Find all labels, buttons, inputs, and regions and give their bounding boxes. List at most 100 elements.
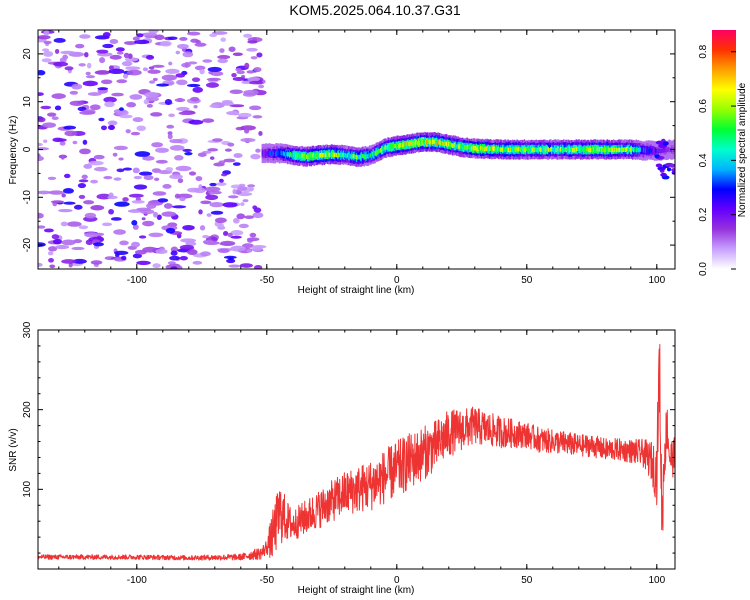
spectrogram-noise-cell xyxy=(77,182,87,189)
spectrogram-noise-cell xyxy=(108,192,114,198)
spectrogram-noise-cell xyxy=(38,225,46,229)
spectrogram-ridge-cell xyxy=(262,150,265,155)
spectrogram-noise-cell xyxy=(38,117,46,123)
spectrogram-ridge-cell xyxy=(556,147,558,152)
spectrogram-ridge-cell xyxy=(446,142,448,147)
spectrogram-ridge-cell xyxy=(418,140,420,146)
spectrogram-noise-cell xyxy=(38,92,44,96)
spectrogram-ridge-cell xyxy=(484,146,487,151)
spectrogram-ridge-cell xyxy=(348,154,350,159)
spectrogram-noise-cell xyxy=(85,71,91,76)
spectrogram-noise-cell xyxy=(59,141,66,146)
spectrogram-noise-cell xyxy=(68,262,73,268)
spectrogram-ridge-cell xyxy=(665,148,668,153)
spectrogram-ridge-cell xyxy=(641,147,644,152)
spectrogram-noise-cell xyxy=(48,246,58,252)
spectrogram-noise-cell xyxy=(111,92,124,97)
spectrogram-noise-cell xyxy=(148,66,155,70)
spectrogram-ridge-cell xyxy=(607,146,609,152)
spectrogram-noise-cell xyxy=(52,238,63,245)
spectrogram-ridge-cell xyxy=(578,146,580,151)
spectrogram-ridge-cell xyxy=(389,144,392,149)
spectrogram-ridge-cell xyxy=(374,151,376,156)
spectrogram-noise-cell xyxy=(136,33,144,38)
spectrogram-noise-cell xyxy=(129,94,143,100)
spectrogram-noise-cell xyxy=(38,242,46,247)
spectrogram-noise-cell xyxy=(90,260,103,265)
spectrogram-ridge-cell xyxy=(585,147,588,153)
spectrogram-ridge-cell xyxy=(650,149,652,154)
spectrogram-y-tick-label: -20 xyxy=(22,237,33,252)
spectrogram-ridge-cell xyxy=(388,144,390,149)
spectrogram-noise-cell xyxy=(119,114,133,119)
spectrogram-ridge-cell xyxy=(278,150,281,156)
spectrogram-ridge-cell xyxy=(303,153,305,159)
spectrogram-ridge-cell xyxy=(334,152,336,157)
spectrogram-noise-cell xyxy=(157,198,169,203)
spectrogram-ridge-cell xyxy=(411,142,414,147)
spectrogram-ridge-cell xyxy=(383,146,386,151)
spectrogram-noise-cell xyxy=(132,224,139,230)
spectrogram-noise-cell xyxy=(132,253,143,259)
spectrogram-noise-cell xyxy=(143,175,154,181)
spectrogram-ridge-cell xyxy=(483,146,486,152)
spectrogram-ridge-cell xyxy=(572,147,575,153)
colorbar-tick-label: 0.0 xyxy=(698,262,709,276)
spectrogram-noise-cell xyxy=(179,196,186,202)
spectrogram-noise-cell xyxy=(144,91,159,98)
spectrogram-noise-cell xyxy=(123,52,130,59)
spectrogram-noise-cell xyxy=(136,207,152,212)
spectrogram-ridge-cell xyxy=(452,143,455,149)
spectrogram-noise-cell xyxy=(200,251,211,257)
spectrogram-noise-cell xyxy=(133,175,142,180)
spectrogram-ridge-cell xyxy=(642,147,645,153)
spectrogram-noise-cell xyxy=(64,130,77,137)
snr-x-tick-label: 50 xyxy=(521,575,533,586)
spectrogram-ridge-cell xyxy=(601,147,603,152)
spectrogram-ridge-cell xyxy=(534,147,537,152)
spectrogram-noise-cell xyxy=(204,186,221,192)
spectrogram-ridge-cell xyxy=(427,139,429,144)
spectrogram-ridge-cell xyxy=(651,148,654,153)
spectrogram-edge-cell xyxy=(671,170,675,175)
spectrogram-noise-cell xyxy=(246,47,258,52)
spectrogram-noise-cell xyxy=(66,221,82,227)
spectrogram-ridge-cell xyxy=(504,147,507,152)
spectrogram-noise-cell xyxy=(187,61,198,65)
spectrogram-noise-cell xyxy=(244,128,250,134)
spectrogram-noise-cell xyxy=(211,31,228,35)
spectrogram-ridge-cell xyxy=(638,147,640,152)
spectrogram-noise-cell xyxy=(63,125,77,130)
snr-y-tick-label: 300 xyxy=(22,321,33,338)
spectrogram-noise-cell xyxy=(209,33,217,38)
spectrogram-ridge-cell xyxy=(263,151,265,157)
spectrogram-ridge-cell xyxy=(500,147,503,152)
spectrogram-noise-cell xyxy=(118,107,124,111)
spectrogram-ridge-cell xyxy=(271,151,274,156)
spectrogram-noise-cell xyxy=(155,147,169,153)
spectrogram-ridge-cell xyxy=(408,141,410,147)
spectrogram-ridge-cell xyxy=(445,141,447,146)
spectrogram-ridge-cell xyxy=(330,152,333,157)
spectrogram-ridge-cell xyxy=(527,148,529,153)
spectrogram-noise-cell xyxy=(169,174,183,180)
spectrogram-noise-cell xyxy=(248,80,264,85)
spectrogram-noise-cell xyxy=(78,63,86,67)
spectrogram-ridge-cell xyxy=(461,145,464,150)
spectrogram-ridge-cell xyxy=(350,154,353,159)
spectrogram-noise-cell xyxy=(174,155,184,161)
spectrogram-noise-cell xyxy=(109,54,122,60)
spectrogram-noise-cell xyxy=(48,258,54,263)
spectrogram-noise-cell xyxy=(251,246,263,252)
spectrogram-ridge-cell xyxy=(547,146,549,152)
spectrogram-noise-cell xyxy=(93,154,105,160)
spectrogram-noise-cell xyxy=(114,201,130,207)
spectrogram-noise-cell xyxy=(142,220,155,227)
spectrogram-noise-cell xyxy=(176,43,189,50)
spectrogram-noise-cell xyxy=(194,65,206,71)
snr-x-axis-label: Height of straight line (km) xyxy=(298,585,415,596)
spectrogram-ridge-cell xyxy=(531,147,534,152)
spectrogram-noise-cell xyxy=(252,115,263,119)
spectrogram-noise-cell xyxy=(62,188,74,194)
spectrogram-noise-cell xyxy=(151,142,163,148)
